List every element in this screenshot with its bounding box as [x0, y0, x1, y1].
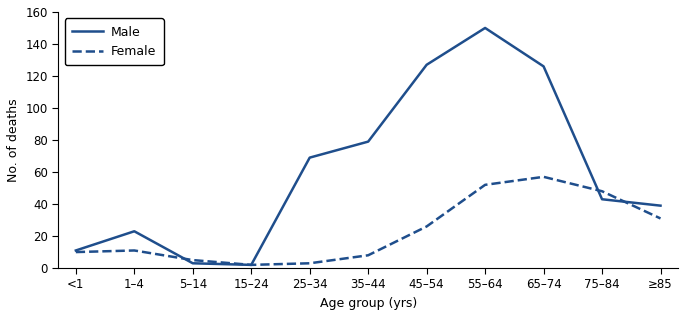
Female — [306, 262, 314, 265]
Y-axis label: No. of deaths: No. of deaths — [7, 98, 20, 182]
Male — [598, 197, 606, 201]
Legend: Male, Female: Male, Female — [64, 18, 164, 65]
Line: Female: Female — [76, 177, 660, 265]
Male — [130, 230, 138, 233]
Female — [72, 250, 80, 254]
Male — [481, 26, 489, 30]
Male — [188, 262, 197, 265]
Female — [364, 253, 372, 257]
Male — [247, 263, 256, 267]
Male — [72, 249, 80, 252]
Male — [656, 204, 664, 208]
Female — [188, 258, 197, 262]
Female — [598, 189, 606, 193]
Female — [540, 175, 548, 179]
Female — [423, 224, 431, 228]
Male — [364, 140, 372, 144]
Male — [540, 64, 548, 68]
Male — [423, 63, 431, 67]
Female — [656, 217, 664, 220]
Male — [306, 156, 314, 159]
Female — [247, 263, 256, 267]
X-axis label: Age group (yrs): Age group (yrs) — [319, 297, 416, 310]
Line: Male: Male — [76, 28, 660, 265]
Female — [481, 183, 489, 187]
Female — [130, 249, 138, 252]
